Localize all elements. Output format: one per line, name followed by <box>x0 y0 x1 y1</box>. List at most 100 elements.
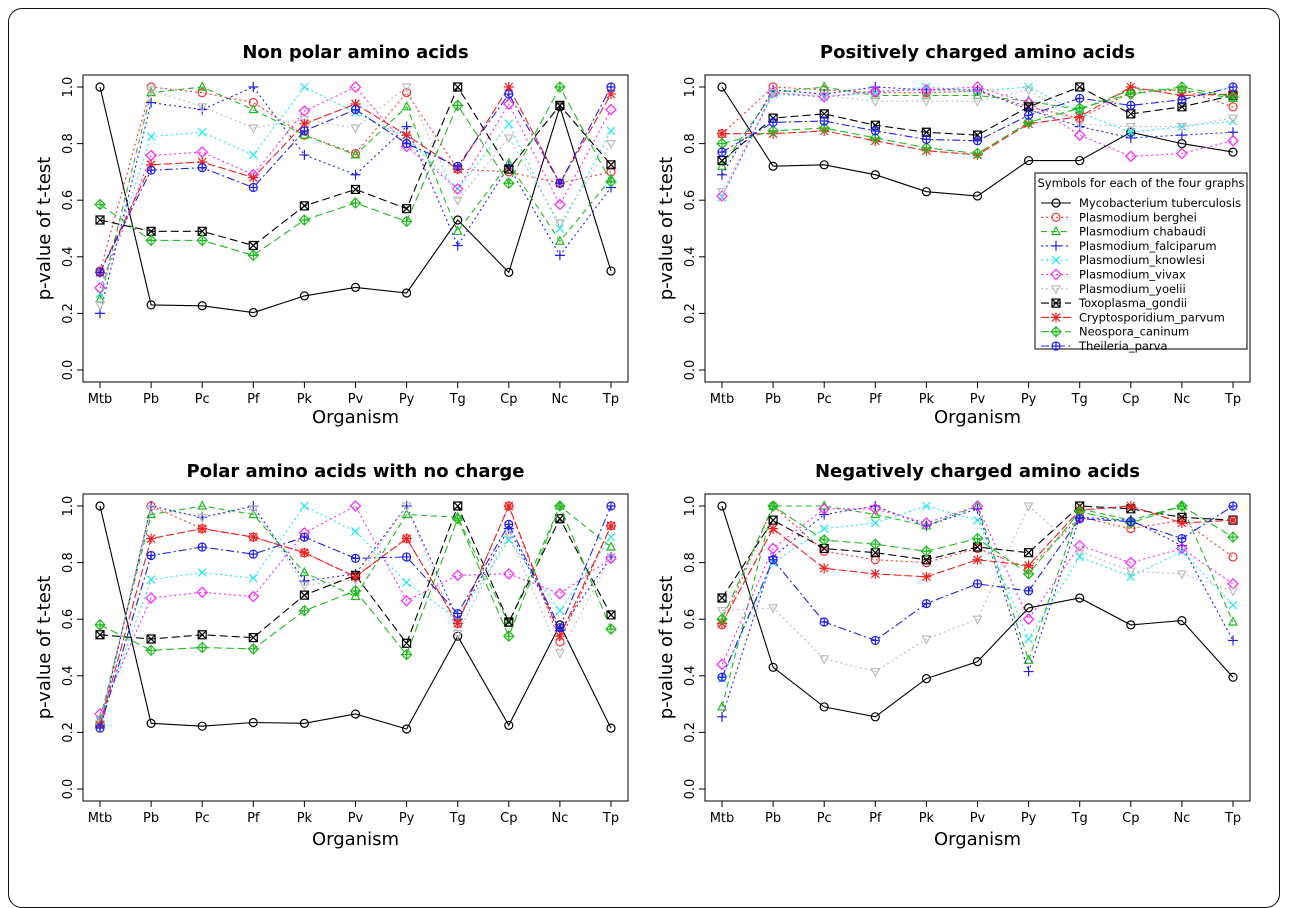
data-point <box>717 501 727 511</box>
y-tick-label: 0.8 <box>683 133 698 154</box>
data-point <box>1024 110 1034 120</box>
series-plasmodium-yoelii <box>717 86 1238 198</box>
data-point <box>350 590 361 601</box>
data-point <box>145 644 157 657</box>
x-tick-label: Pc <box>195 811 210 826</box>
data-point <box>819 116 829 126</box>
data-point <box>606 541 616 551</box>
data-point <box>1126 516 1136 527</box>
legend-label: Plasmodium_knowlesi <box>1079 253 1205 267</box>
series-line <box>99 86 612 306</box>
data-point <box>870 712 880 722</box>
y-tick-label: 0.0 <box>683 779 698 800</box>
data-point <box>554 500 566 512</box>
y-axis-label: p-value of t-test <box>34 157 55 301</box>
data-point <box>502 630 515 643</box>
series-mycobacterium-tuberculosis <box>717 82 1238 201</box>
data-point <box>1023 502 1034 512</box>
x-tick-label: Pv <box>970 811 986 826</box>
data-point <box>870 635 880 646</box>
data-point <box>554 649 565 659</box>
data-point <box>350 709 361 719</box>
data-point <box>870 518 880 528</box>
legend-label: Cryptosporidium_parvum <box>1079 310 1225 324</box>
data-point <box>503 501 514 511</box>
data-point <box>504 119 514 129</box>
y-tick-label: 0.2 <box>683 722 698 743</box>
chart-title: Negatively charged amino acids <box>815 461 1140 482</box>
data-point <box>1126 100 1136 110</box>
data-point <box>921 599 932 609</box>
series-theileria-parva <box>95 82 616 277</box>
data-point <box>716 658 728 671</box>
data-point <box>819 655 830 665</box>
x-axis-label: Organism <box>312 407 399 428</box>
data-point <box>502 98 515 110</box>
data-point <box>920 83 933 96</box>
data-point <box>818 534 831 546</box>
data-point <box>605 552 617 565</box>
data-point <box>95 501 105 511</box>
data-point <box>605 175 617 188</box>
legend-entry: Mycobacterium tuberculosis <box>1041 196 1241 210</box>
chart-title: Polar amino acids with no charge <box>187 461 525 482</box>
data-point <box>349 500 362 512</box>
data-point <box>1228 635 1238 646</box>
data-point <box>555 606 565 616</box>
data-point <box>870 555 880 565</box>
data-point <box>1074 111 1085 122</box>
data-point <box>350 553 361 563</box>
data-point <box>349 585 362 597</box>
data-point <box>717 593 727 603</box>
data-point <box>870 568 881 579</box>
data-point <box>146 132 156 141</box>
data-point <box>1176 542 1188 555</box>
data-point <box>350 124 361 134</box>
data-point <box>146 300 156 310</box>
data-point <box>870 97 881 107</box>
data-point <box>502 177 515 190</box>
legend-box <box>1034 172 1248 350</box>
series-theileria-parva <box>717 501 1238 682</box>
data-point <box>197 103 208 113</box>
y-tick-label: 0.4 <box>61 665 76 686</box>
data-point <box>1075 514 1085 524</box>
data-point <box>197 156 208 167</box>
data-point <box>606 82 616 92</box>
series-line <box>721 86 1234 197</box>
data-point <box>401 502 412 512</box>
series-line <box>99 504 612 727</box>
data-point <box>1024 634 1034 644</box>
series-plasmodium-berghei <box>95 501 616 729</box>
data-point <box>197 226 207 236</box>
data-point <box>1177 102 1187 112</box>
data-point <box>504 89 514 99</box>
data-point <box>196 586 209 599</box>
data-point <box>554 631 565 642</box>
data-point <box>768 515 778 525</box>
data-point <box>768 604 779 614</box>
legend-marker <box>1051 212 1061 222</box>
series-line <box>721 86 1234 167</box>
data-point <box>767 500 779 512</box>
data-point <box>920 141 933 154</box>
data-point <box>768 161 778 171</box>
data-point <box>870 88 880 98</box>
data-point <box>197 88 207 98</box>
data-point <box>554 81 566 93</box>
legend-label: Theileria_parva <box>1078 339 1168 353</box>
data-point <box>1176 517 1187 528</box>
x-tick-label: Cp <box>500 392 517 407</box>
data-point <box>451 99 464 112</box>
x-tick-label: Tg <box>449 811 466 826</box>
data-point <box>869 502 882 515</box>
data-point <box>400 648 413 661</box>
data-point <box>248 172 259 183</box>
data-point <box>452 196 463 206</box>
data-point <box>1227 134 1239 147</box>
data-point <box>605 103 617 116</box>
data-point <box>196 234 209 247</box>
data-point <box>1023 548 1034 558</box>
y-tick-label: 0.0 <box>61 360 76 381</box>
legend-marker <box>1051 341 1061 351</box>
